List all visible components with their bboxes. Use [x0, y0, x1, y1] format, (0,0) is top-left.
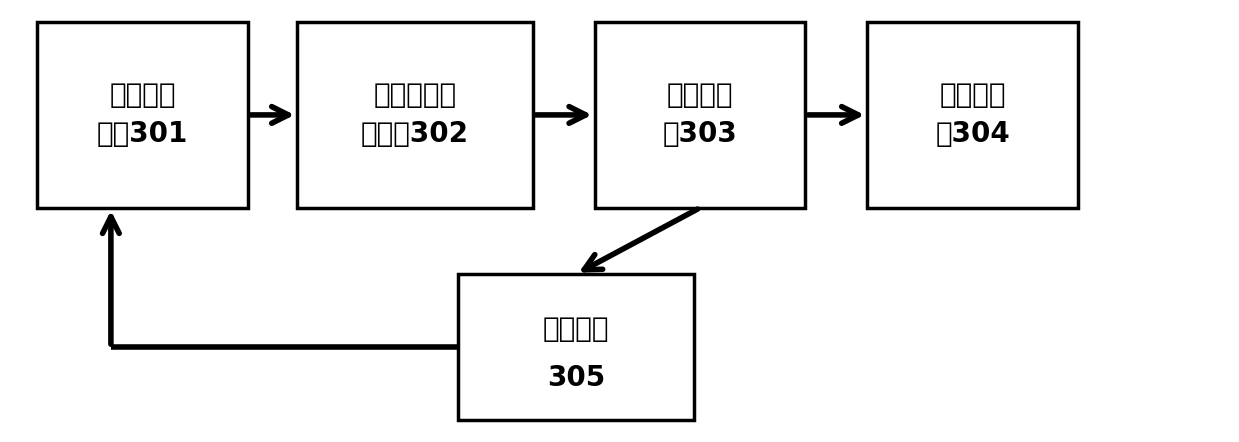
Text: 光电探测
器304: 光电探测 器304	[935, 81, 1010, 149]
FancyBboxPatch shape	[297, 22, 533, 208]
Text: 光纤耦合
器303: 光纤耦合 器303	[663, 81, 737, 149]
Text: 光波导电场
传感器302: 光波导电场 传感器302	[361, 81, 470, 149]
FancyBboxPatch shape	[595, 22, 805, 208]
Text: 控制模块: 控制模块	[543, 315, 610, 343]
FancyBboxPatch shape	[37, 22, 248, 208]
FancyBboxPatch shape	[867, 22, 1078, 208]
Text: 可调谐激
光器301: 可调谐激 光器301	[97, 81, 188, 149]
FancyBboxPatch shape	[458, 274, 694, 420]
Text: 305: 305	[546, 364, 606, 392]
